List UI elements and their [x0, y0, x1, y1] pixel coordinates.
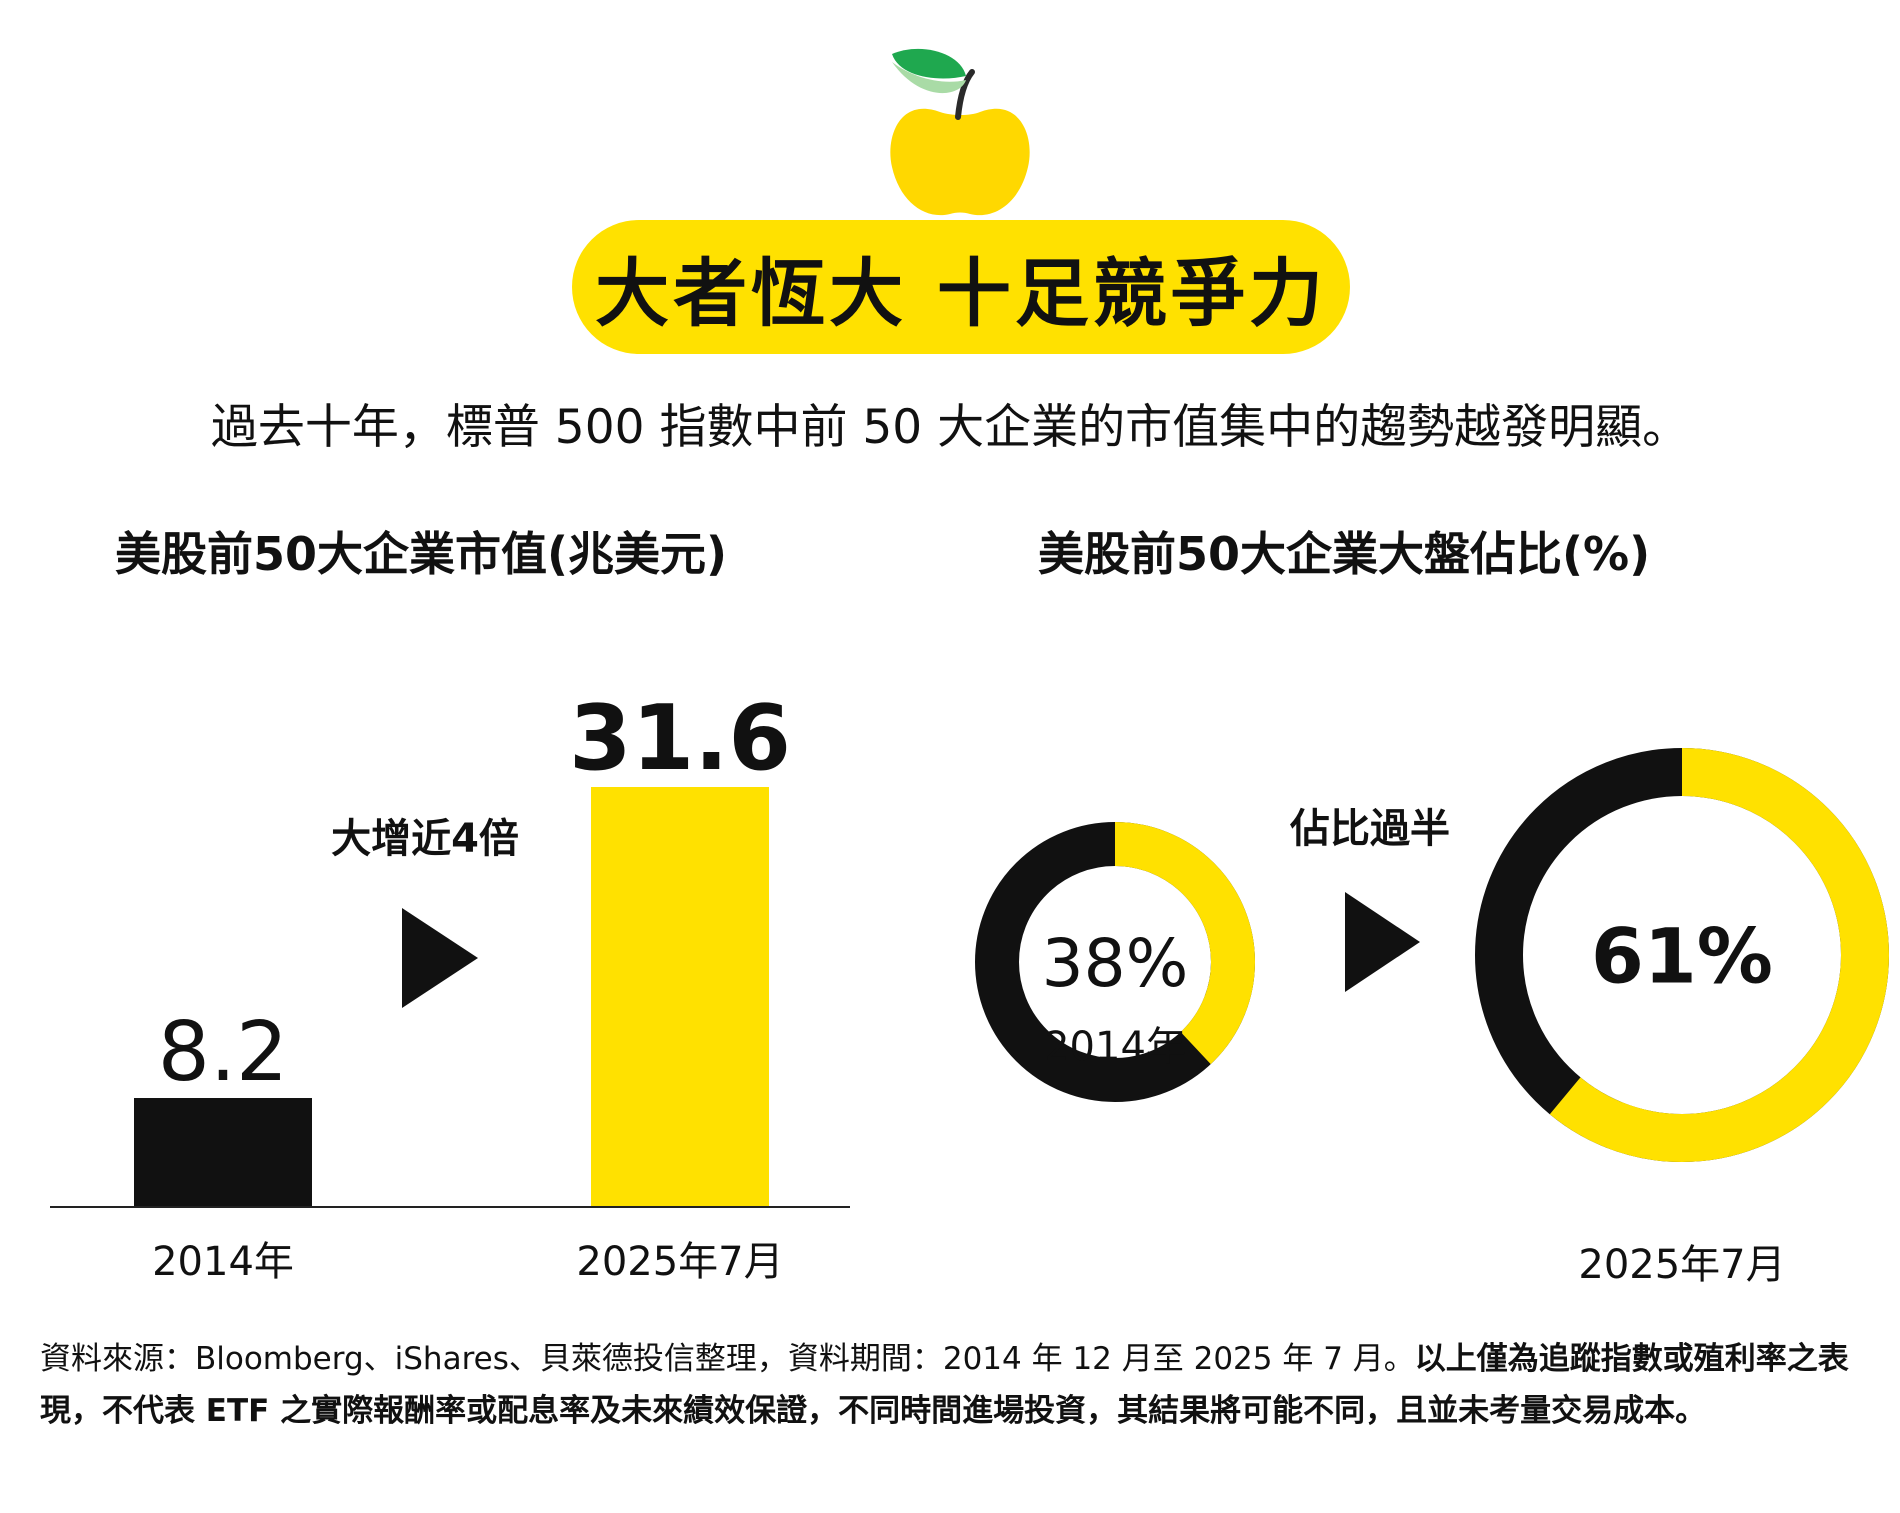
page-subtitle: 過去十年，標普 500 指數中前 50 大企業的市值集中的趨勢越發明顯。: [210, 400, 1690, 455]
bar-1: [591, 787, 769, 1207]
footnote: 資料來源：Bloomberg、iShares、貝萊德投信整理，資料期間：2014…: [40, 1333, 1880, 1437]
donut-tick-label-1: 2025年7月: [1578, 1242, 1785, 1288]
donut-value-label-0: 38%: [1042, 925, 1189, 1002]
donut-chart-title: 美股前50大企業大盤佔比(%): [1038, 527, 1651, 581]
donut-charts: 佔比過半 38% 2014年 61% 2025年7月: [975, 748, 1889, 1288]
bar-0: [134, 1098, 312, 1207]
bar-value-label-0: 8.2: [158, 1005, 288, 1100]
donut-arrow-icon: [1345, 892, 1420, 992]
bar-value-label-1: 31.6: [569, 686, 791, 791]
donut-value-label-1: 61%: [1591, 911, 1773, 1000]
bar-arrow-icon: [402, 908, 478, 1008]
page-title: 大者恆大 十足競爭力: [572, 220, 1350, 354]
donut-tick-label-0: 2014年: [1044, 1024, 1186, 1070]
bar-annotation: 大增近4倍: [331, 816, 519, 862]
donut-share-slice-0: [975, 822, 1255, 1102]
bar-chart: 大增近4倍 8.2 31.6 2014年 2025年7月: [50, 686, 850, 1285]
donut-share-slice-1: [1475, 748, 1889, 1162]
apple-icon: [890, 48, 1030, 216]
footnote-disclaimer: 以上僅為追蹤指數或殖利率之表現，不代表 ETF 之實際報酬率或配息率及未來績效保…: [40, 1341, 1849, 1429]
bar-tick-label-1: 2025年7月: [576, 1239, 783, 1285]
bar-tick-label-0: 2014年: [152, 1239, 294, 1285]
donut-annotation: 佔比過半: [1289, 806, 1450, 852]
footnote-source: 資料來源：Bloomberg、iShares、貝萊德投信整理，資料期間：2014…: [40, 1341, 1415, 1377]
bar-chart-title: 美股前50大企業市值(兆美元): [115, 527, 728, 581]
